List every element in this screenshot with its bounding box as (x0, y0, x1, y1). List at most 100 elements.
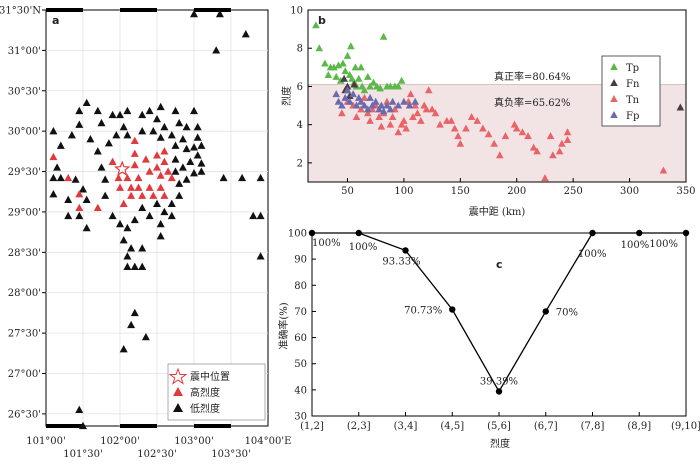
lat-tick-label: 28°00' (8, 288, 41, 299)
low-intensity-point (212, 46, 221, 54)
low-intensity-point (153, 114, 161, 123)
panel-b-legend: Tp Fn Tn Fp (601, 55, 661, 127)
low-intensity-point (249, 211, 258, 220)
high-intensity-point (49, 152, 58, 161)
low-intensity-point (123, 223, 132, 232)
panel-c-ticks: 30 40 50 60 70 80 90 100 (1,2] (2,3] (3,4] (4,5] (5,… (288, 229, 700, 433)
point-tp (357, 63, 365, 71)
high-intensity-point (123, 173, 132, 182)
point-fp (383, 101, 391, 109)
lat-tick-label: 26°30' (8, 409, 41, 420)
frame-bar-top (46, 8, 83, 12)
point-tn (402, 124, 410, 132)
low-intensity-point (171, 141, 180, 149)
point-tp (321, 59, 329, 67)
panel-c-line: 100% 100%93.33%70.73%39.39%70%100%100% 100… (308, 229, 690, 395)
low-intensity-point (49, 189, 58, 198)
high-intensity-point (167, 173, 176, 182)
point-fp (332, 90, 341, 98)
panel-b-points (312, 21, 685, 182)
low-intensity-point (156, 231, 165, 240)
x-tick-label: 300 (620, 186, 639, 197)
point-tn (447, 116, 456, 124)
lat-tick-label: 29°30' (8, 167, 41, 178)
panel-a-points (49, 9, 265, 430)
high-intensity-point (108, 157, 117, 166)
point-fn (340, 74, 348, 82)
lon-tick-label: 103°30' (211, 449, 251, 460)
point-tn (428, 105, 436, 113)
point-fp (388, 97, 397, 105)
low-intensity-point (193, 122, 202, 131)
low-intensity-point (130, 215, 139, 224)
low-intensity-point (71, 175, 80, 183)
low-intensity-point (171, 106, 180, 115)
epicenter-star-marker (113, 160, 131, 177)
high-intensity-point (160, 191, 169, 199)
point-tp (397, 76, 406, 84)
point-tn (533, 147, 541, 155)
low-intensity-point (97, 163, 106, 171)
frame-bar-bottom (194, 424, 231, 428)
low-intensity-point (56, 141, 65, 149)
frame-bar-bottom (120, 424, 157, 428)
low-intensity-point (138, 262, 147, 271)
point-tn (462, 124, 470, 132)
point-tn (360, 93, 369, 101)
low-intensity-point (193, 133, 202, 141)
point-tn (431, 109, 440, 117)
point-fp (334, 97, 343, 105)
high-intensity-point (116, 183, 124, 191)
low-intensity-point (123, 262, 132, 271)
x-tick-label: (3,4] (394, 421, 418, 432)
point-tp (379, 32, 388, 40)
y-tick-label: 10 (290, 6, 303, 17)
point-tn (563, 128, 572, 136)
x-tick-label: (8,9] (627, 421, 651, 432)
lat-tick-label: 30°30' (8, 86, 41, 97)
low-intensity-point (119, 345, 128, 353)
low-intensity-point (238, 173, 247, 182)
high-intensity-point (130, 136, 139, 145)
low-intensity-point (101, 175, 110, 183)
low-intensity-point (167, 199, 176, 208)
panel-a-legend: 震中位置 高烈度 低烈度 (167, 363, 266, 421)
point-fp (371, 97, 380, 105)
panel-a-frame-ticks (42, 8, 231, 428)
lon-tick-label: 103°00' (174, 436, 214, 447)
low-intensity-point (82, 223, 91, 232)
x-tick-label: (1,2] (300, 421, 324, 432)
point-tn (546, 132, 555, 140)
data-point (542, 308, 549, 315)
low-intensity-point (138, 203, 147, 212)
point-tn (388, 113, 397, 121)
point-tp (343, 51, 352, 59)
point-tn (467, 113, 476, 121)
legend-box (167, 363, 266, 421)
low-intensity-point (112, 131, 121, 139)
low-intensity-point (182, 122, 191, 131)
low-intensity-point (182, 144, 191, 153)
point-tp (339, 59, 347, 67)
low-intensity-point (64, 211, 73, 220)
high-intensity-point (149, 191, 158, 199)
point-fp (366, 93, 374, 101)
low-intensity-point (79, 421, 87, 430)
point-tn (409, 113, 417, 121)
y-tick-label: 30 (294, 412, 307, 423)
high-intensity-point (141, 155, 150, 163)
point-fp (375, 105, 383, 113)
point-tn (454, 132, 462, 140)
panel-b-ticks: 50 100 150 200 250 300 350 2 4 6 8 10 (290, 6, 695, 198)
data-label: 100% (649, 239, 678, 250)
point-fp (343, 86, 352, 94)
point-tn (496, 151, 504, 159)
point-tp (341, 67, 350, 75)
y-tick-label: 4 (297, 120, 303, 131)
low-intensity-point (171, 155, 180, 163)
point-fp (386, 105, 395, 113)
high-intensity-point (153, 151, 161, 159)
point-fp (341, 93, 350, 101)
data-point (636, 229, 643, 237)
